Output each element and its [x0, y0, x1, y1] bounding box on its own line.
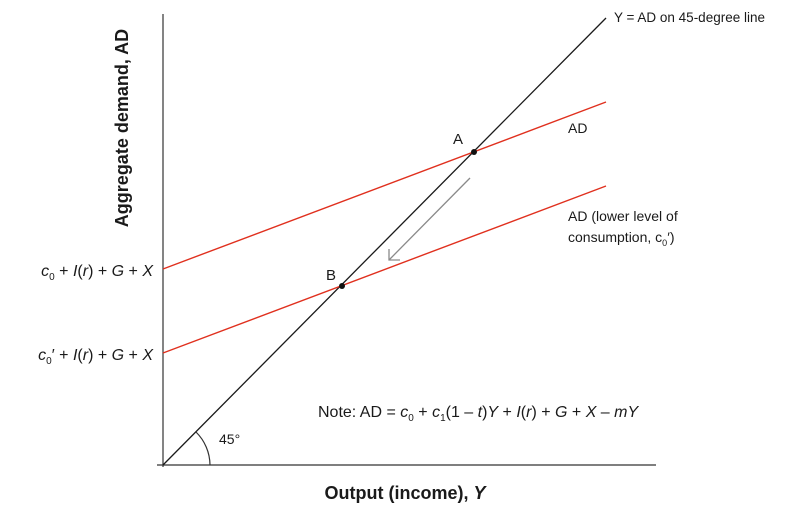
point-b-label: B: [326, 267, 336, 284]
shift-arrow: [388, 177, 471, 261]
45-degree-line-label: Y = AD on 45-degree line: [614, 10, 765, 25]
point-b-marker: [339, 283, 345, 289]
ad-line-low: [162, 185, 607, 354]
angle-label: 45°: [219, 431, 240, 447]
shift-arrowhead: [388, 249, 400, 261]
point-a-label: A: [453, 131, 463, 148]
y-axis-label: Aggregate demand, AD: [112, 29, 132, 227]
note-equation: Note: AD = c0 + c1(1 – t)Y + I(r) + G + …: [318, 404, 639, 424]
ad-line-high: [162, 101, 607, 270]
ad-low-label-line2: consumption, c0′): [568, 229, 674, 248]
point-a-marker: [471, 149, 477, 155]
45-degree-line: [162, 17, 607, 466]
x-axis-label: Output (income), Y: [325, 483, 488, 503]
intercept-low-label: c0′ + I(r) + G + X: [38, 347, 154, 367]
intercept-high-label: c0 + I(r) + G + X: [41, 263, 154, 283]
ad-low-label-line1: AD (lower level of: [568, 208, 678, 224]
ad-high-label: AD: [568, 120, 587, 136]
angle-arc: [195, 431, 211, 466]
